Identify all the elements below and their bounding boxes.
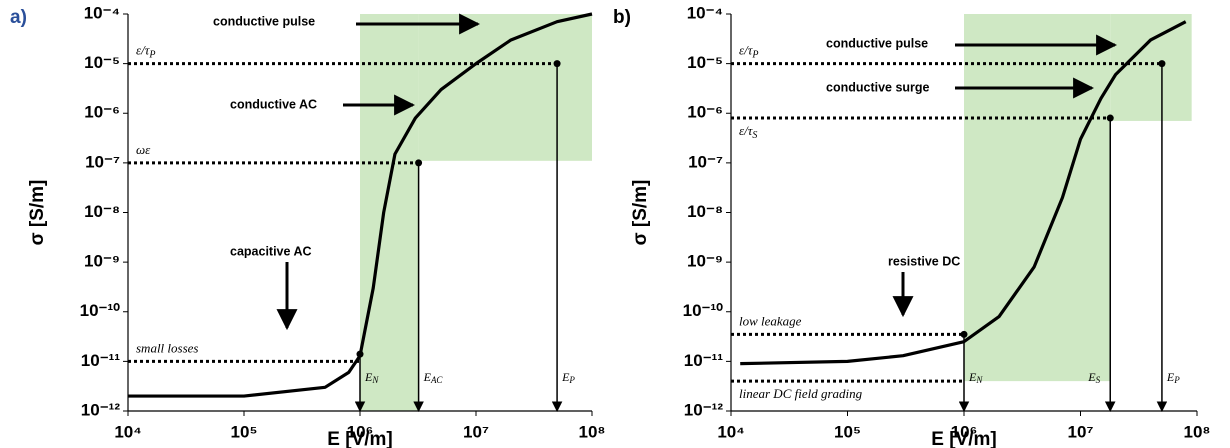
y-tick-label: 10⁻⁴ xyxy=(84,3,120,22)
annotation: conductive pulse xyxy=(826,36,928,50)
level-label-text: low leakage xyxy=(739,313,802,328)
y-tick-label: 10⁻⁵ xyxy=(687,53,723,72)
marker-label-text: E xyxy=(364,370,373,384)
annotation: resistive DC xyxy=(888,254,960,268)
level-label-text: ε/τ xyxy=(136,43,151,58)
level-label: linear DC field grading xyxy=(739,386,863,401)
marker-label: ES xyxy=(1087,370,1100,385)
y-tick-label: 10⁻¹² xyxy=(684,400,724,419)
marker-label-sub: N xyxy=(975,375,983,385)
y-tick-label: 10⁻⁸ xyxy=(84,202,120,221)
x-tick-label: 10⁶ xyxy=(347,422,374,441)
marker-dot xyxy=(1106,114,1114,122)
marker-dot xyxy=(960,330,968,338)
level-label-sub: P xyxy=(148,50,155,61)
marker-label-sub: S xyxy=(1096,375,1101,385)
x-tick-label: 10⁶ xyxy=(951,422,978,441)
level-label: ε/τS xyxy=(739,123,757,141)
level-label-sub: P xyxy=(751,50,758,61)
y-tick-label: 10⁻⁴ xyxy=(687,3,723,22)
x-axis-title: E [V/m] xyxy=(931,429,996,448)
level-label-text: small losses xyxy=(136,340,198,355)
x-axis-title: E [V/m] xyxy=(327,429,392,448)
shaded-region xyxy=(964,14,1111,382)
marker-label: EAC xyxy=(423,370,444,385)
annotation: conductive surge xyxy=(826,80,930,94)
y-tick-label: 10⁻⁵ xyxy=(84,53,120,72)
level-label: ε/τP xyxy=(739,43,759,61)
level-label-text: ε/τ xyxy=(739,43,754,58)
marker-label-text: E xyxy=(1166,370,1175,384)
level-label-text: ωε xyxy=(136,142,151,157)
curve xyxy=(740,20,1187,366)
y-tick-label: 10⁻⁹ xyxy=(84,252,120,271)
y-tick-label: 10⁻⁹ xyxy=(687,252,723,271)
level-label-text: ε/τ xyxy=(739,123,754,138)
x-tick-label: 10⁷ xyxy=(463,422,489,441)
marker-label-text: E xyxy=(423,370,432,384)
panel-label: b) xyxy=(613,7,631,28)
y-tick-label: 10⁻⁶ xyxy=(84,103,120,122)
y-tick-label: 10⁻⁷ xyxy=(688,152,723,171)
marker-label-sub: AC xyxy=(430,375,443,385)
y-tick-label: 10⁻¹¹ xyxy=(81,351,121,370)
level-label-text: linear DC field grading xyxy=(739,386,863,401)
curve xyxy=(128,12,593,398)
panel-label: a) xyxy=(10,7,27,28)
level-label-sub: S xyxy=(752,130,757,141)
x-tick-label: 10⁴ xyxy=(114,422,141,441)
y-tick-label: 10⁻¹⁰ xyxy=(80,301,121,320)
annotation: conductive pulse xyxy=(213,14,315,28)
y-tick-label: 10⁻¹¹ xyxy=(684,351,724,370)
x-tick-label: 10⁸ xyxy=(1184,422,1211,441)
annotation: capacitive AC xyxy=(230,244,312,258)
marker-label-text: E xyxy=(1087,370,1096,384)
level-label: small losses xyxy=(136,340,198,355)
marker-dot xyxy=(1158,60,1166,68)
marker-label: EP xyxy=(561,370,575,385)
marker-label-sub: P xyxy=(1173,375,1180,385)
y-axis-title: σ [S/m] xyxy=(630,180,651,246)
level-label: ωε xyxy=(136,142,151,157)
x-tick-label: 10⁵ xyxy=(834,422,861,441)
shaded-region xyxy=(360,14,419,411)
y-tick-label: 10⁻⁸ xyxy=(687,202,723,221)
y-axis-title: σ [S/m] xyxy=(27,180,48,246)
x-tick-label: 10⁴ xyxy=(717,422,744,441)
level-label: ε/τP xyxy=(136,43,156,61)
y-tick-label: 10⁻⁷ xyxy=(85,152,120,171)
panel: 10⁴ 10⁵ 10⁶ 10⁷ 10⁸ 10⁻¹² 10⁻¹¹ 10⁻¹⁰ 10⁻⁹ 10⁻⁸ 10… xyxy=(10,3,605,448)
y-tick-label: 10⁻¹⁰ xyxy=(683,301,724,320)
x-tick-label: 10⁵ xyxy=(231,422,258,441)
marker-dot xyxy=(415,159,423,167)
x-tick-label: 10⁷ xyxy=(1068,422,1094,441)
marker-label: EN xyxy=(968,370,983,385)
marker-label-text: E xyxy=(561,370,570,384)
marker-label-sub: P xyxy=(568,375,575,385)
marker-label-sub: N xyxy=(371,375,379,385)
panel: 10⁴ 10⁵ 10⁶ 10⁷ 10⁸ 10⁻¹² 10⁻¹¹ 10⁻¹⁰ 10⁻⁹ 10⁻⁸ 10… xyxy=(613,3,1210,448)
marker-label: EP xyxy=(1166,370,1180,385)
marker-label: EN xyxy=(364,370,379,385)
level-label: low leakage xyxy=(739,313,802,328)
x-tick-label: 10⁸ xyxy=(579,422,606,441)
marker-dot xyxy=(356,350,364,358)
marker-dot xyxy=(553,60,561,68)
annotation: conductive AC xyxy=(230,97,317,111)
y-tick-label: 10⁻¹² xyxy=(81,400,121,419)
marker-label-text: E xyxy=(968,370,977,384)
shaded-region xyxy=(418,14,592,161)
y-tick-label: 10⁻⁶ xyxy=(687,103,723,122)
